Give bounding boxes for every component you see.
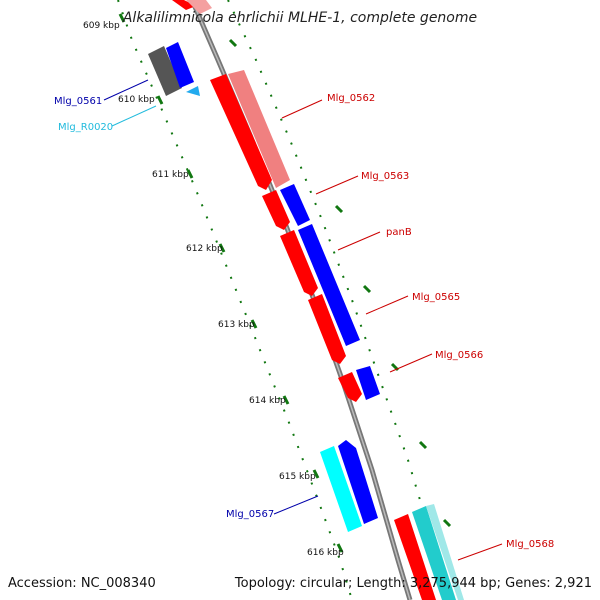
label-leader-lines [103, 79, 503, 561]
gene-feature-mlg-0565[interactable] [308, 294, 346, 364]
map-title: Alkalilimnicola ehrlichii MLHE-1, comple… [122, 10, 477, 26]
leader-line-mlg-0568 [457, 543, 503, 561]
gene-feature-panb[interactable] [280, 230, 318, 296]
gene-label-mlg-0563[interactable]: Mlg_0563 [361, 171, 409, 182]
gene-feature-mlg-0562[interactable] [210, 74, 272, 190]
leader-line-mlg-0562 [281, 99, 323, 119]
tick-label: 609 kbp [83, 21, 120, 31]
gene-labels: Mlg_0561 Mlg_R0020 Mlg_0562 Mlg_0563 pan… [54, 93, 554, 550]
tick-label: 610 kbp [118, 95, 155, 105]
gene-label-mlg-0562[interactable]: Mlg_0562 [327, 93, 375, 104]
tick-mark [250, 319, 258, 329]
accession-label: Accession: NC_008340 [8, 576, 156, 591]
gene-label-mlg-0568[interactable]: Mlg_0568 [506, 539, 554, 550]
gene-feature-panb-rev[interactable] [298, 224, 360, 346]
gene-label-panb[interactable]: panB [386, 227, 412, 238]
leader-line-mlg-0567 [273, 495, 319, 515]
leader-line-mlg-0561 [103, 79, 149, 101]
gene-label-mlg-0561[interactable]: Mlg_0561 [54, 96, 102, 107]
tick-label: 612 kbp [186, 244, 223, 254]
gene-feature-forward[interactable] [186, 0, 212, 14]
tick-mark [442, 518, 452, 528]
tick-mark [362, 284, 372, 294]
topology-label: Topology: circular; Length: 3,275,944 bp… [234, 576, 592, 591]
tick-label: 616 kbp [307, 548, 344, 558]
gene-feature-mlg-0568-rna[interactable] [412, 506, 456, 600]
leader-line-panb [337, 231, 381, 251]
leader-line-mlg-r0020 [111, 105, 157, 127]
tick-mark [186, 169, 194, 179]
tick-label: 615 kbp [279, 472, 316, 482]
gene-label-mlg-r0020[interactable]: Mlg_R0020 [58, 122, 113, 133]
gene-feature-mlg-0563-rev[interactable] [280, 184, 310, 226]
tick-mark [282, 395, 290, 405]
tick-label: 611 kbp [152, 170, 189, 180]
gene-feature-mlg-0561[interactable] [166, 42, 194, 88]
gene-feature-forward[interactable] [172, 0, 196, 10]
tick-mark [218, 243, 226, 253]
tick-label: 613 kbp [218, 320, 255, 330]
leader-line-mlg-0566 [389, 353, 433, 373]
gene-feature-mlg-0562-light[interactable] [228, 70, 290, 188]
tick-mark [334, 204, 344, 214]
gene-feature-mlg-0567-rna[interactable] [320, 446, 362, 532]
tick-mark [418, 440, 428, 450]
gene-feature-mlg-0566-rev[interactable] [356, 366, 380, 400]
leader-line-mlg-0565 [365, 295, 409, 315]
tick-mark [312, 469, 320, 479]
gene-label-mlg-0567[interactable]: Mlg_0567 [226, 509, 274, 520]
gene-feature-mlg-0568-light[interactable] [426, 504, 464, 600]
tick-labels: 609 kbp 610 kbp 611 kbp 612 kbp 613 kbp … [83, 21, 344, 558]
gene-feature-mlg-0561-shadow[interactable] [148, 46, 182, 96]
tick-mark [118, 13, 126, 23]
gene-feature-mlg-r0020[interactable] [186, 86, 200, 96]
gene-features [148, 0, 464, 600]
tick-mark [228, 38, 238, 48]
leader-line-mlg-0563 [315, 175, 359, 195]
gene-feature-mlg-0568[interactable] [394, 514, 436, 600]
tick-label: 614 kbp [249, 396, 286, 406]
gene-label-mlg-0565[interactable]: Mlg_0565 [412, 292, 460, 303]
gene-label-mlg-0566[interactable]: Mlg_0566 [435, 350, 483, 361]
gene-feature-mlg-0567[interactable] [338, 440, 378, 524]
tick-mark [336, 543, 344, 553]
gene-feature-mlg-0563[interactable] [262, 190, 290, 230]
tick-mark [156, 95, 164, 105]
gene-feature-mlg-0566[interactable] [338, 372, 362, 402]
